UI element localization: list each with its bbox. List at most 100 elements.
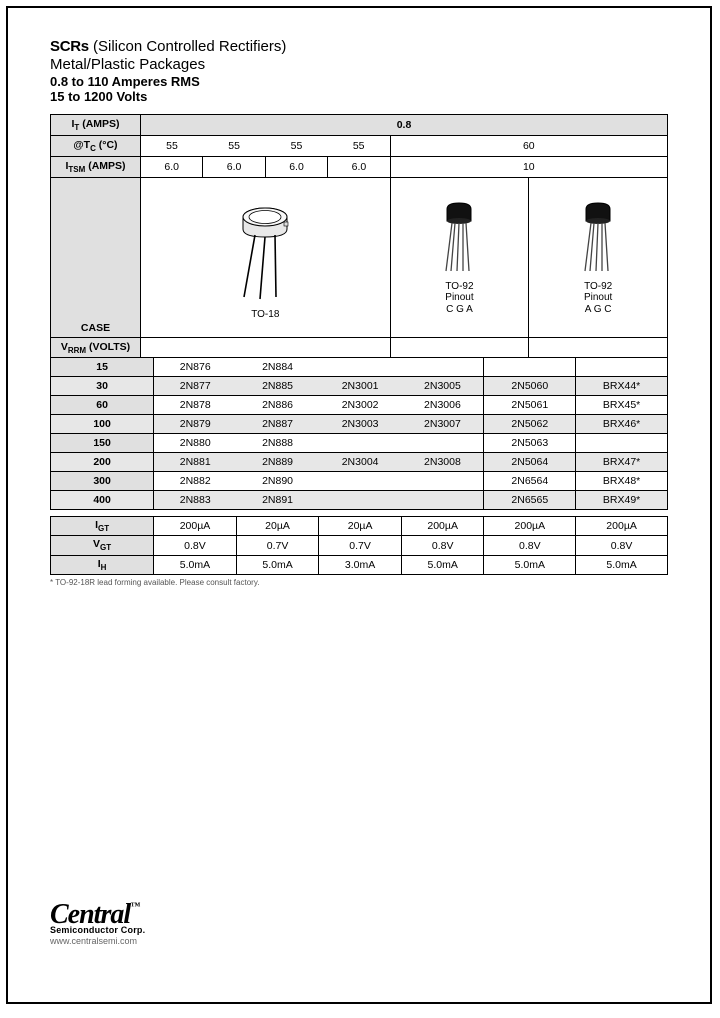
case-to92b-cell: TO-92 Pinout A G C <box>529 178 668 338</box>
part-number-cell: 2N3005 <box>401 377 484 396</box>
case-to18-cell: TO-18 <box>141 178 391 338</box>
part-number-cell: 2N889 <box>236 453 319 472</box>
part-number-cell: 2N885 <box>236 377 319 396</box>
table-row: 1002N8792N8872N30032N30072N5062BRX46* <box>51 415 668 434</box>
vrrm-label: VRRM (VOLTS) <box>51 338 141 359</box>
param-value: 200µA <box>576 517 668 536</box>
part-number-cell: 2N3008 <box>401 453 484 472</box>
part-number-cell: 2N890 <box>236 472 319 491</box>
part-number-cell: 2N886 <box>236 396 319 415</box>
part-number-cell: 2N887 <box>236 415 319 434</box>
vrrm-value: 30 <box>51 377 154 396</box>
table-row: IH5.0mA5.0mA3.0mA5.0mA5.0mA5.0mA <box>51 555 668 574</box>
tc-val-1: 55 <box>203 136 265 157</box>
param-value: 0.8V <box>576 536 668 555</box>
electrical-params-table: IGT200µA20µA20µA200µA200µA200µAVGT0.8V0.… <box>50 516 668 574</box>
part-number-cell: 2N879 <box>154 415 237 434</box>
to92b-l2: Pinout <box>533 292 663 304</box>
param-value: 0.8V <box>154 536 237 555</box>
part-number-cell: BRX48* <box>576 472 668 491</box>
table-row: 302N8772N8852N30012N30052N5060BRX44* <box>51 377 668 396</box>
part-number-cell: 2N5061 <box>484 396 576 415</box>
tc-label: @TC (°C) <box>51 136 141 157</box>
part-number-cell <box>576 358 668 377</box>
to92-package-icon <box>575 201 621 277</box>
company-logo: Central™ Semiconductor Corp. www.central… <box>50 902 145 946</box>
itsm-label: ITSM (AMPS) <box>51 157 141 178</box>
param-value: 0.8V <box>484 536 576 555</box>
table-row: 602N8782N8862N30022N30062N5061BRX45* <box>51 396 668 415</box>
vrrm-value: 400 <box>51 491 154 510</box>
param-value: 5.0mA <box>154 555 237 574</box>
to92b-l3: A G C <box>533 304 663 316</box>
part-number-cell <box>319 434 402 453</box>
to92a-caption: TO-92 Pinout C G A <box>395 281 525 316</box>
vrrm-value: 60 <box>51 396 154 415</box>
part-number-cell <box>319 472 402 491</box>
itsm-val-4: 10 <box>390 157 667 178</box>
vrrm-value: 300 <box>51 472 154 491</box>
tc-val-3: 55 <box>328 136 390 157</box>
to92a-l2: Pinout <box>395 292 525 304</box>
part-number-cell: 2N876 <box>154 358 237 377</box>
part-number-cell <box>319 491 402 510</box>
vrrm-header-row: VRRM (VOLTS) <box>51 338 668 359</box>
part-number-cell <box>401 491 484 510</box>
part-number-cell: BRX49* <box>576 491 668 510</box>
table-row: IGT200µA20µA20µA200µA200µA200µA <box>51 517 668 536</box>
table-row: 2002N8812N8892N30042N30082N5064BRX47* <box>51 453 668 472</box>
tc-val-2: 55 <box>265 136 327 157</box>
vrrm-value: 15 <box>51 358 154 377</box>
part-number-cell: BRX47* <box>576 453 668 472</box>
title-line-2: Metal/Plastic Packages <box>50 56 668 73</box>
footnote: * TO-92-18R lead forming available. Plea… <box>50 578 668 587</box>
to92b-l1: TO-92 <box>533 281 663 293</box>
part-number-cell: 2N888 <box>236 434 319 453</box>
param-value: 3.0mA <box>319 555 402 574</box>
param-value: 5.0mA <box>236 555 319 574</box>
spec-table: IT (AMPS) 0.8 @TC (°C) 55 55 55 55 60 IT… <box>50 114 668 358</box>
vrrm-value: 100 <box>51 415 154 434</box>
part-number-cell <box>319 358 402 377</box>
param-value: 0.7V <box>319 536 402 555</box>
part-number-cell: 2N6564 <box>484 472 576 491</box>
table-row: 3002N8822N8902N6564BRX48* <box>51 472 668 491</box>
case-to92a-cell: TO-92 Pinout C G A <box>390 178 529 338</box>
table-row: 4002N8832N8912N6565BRX49* <box>51 491 668 510</box>
tc-val-4: 60 <box>390 136 667 157</box>
table-row: VGT0.8V0.7V0.7V0.8V0.8V0.8V <box>51 536 668 555</box>
itsm-val-1: 6.0 <box>203 157 265 178</box>
param-value: 200µA <box>154 517 237 536</box>
part-number-cell: 2N5064 <box>484 453 576 472</box>
title-line-1: SCRs (Silicon Controlled Rectifiers) <box>50 38 668 55</box>
case-row: CASE TO-18 <box>51 178 668 338</box>
table-row: 1502N8802N8882N5063 <box>51 434 668 453</box>
title-line-3: 0.8 to 110 Amperes RMS <box>50 74 668 89</box>
itsm-row: ITSM (AMPS) 6.0 6.0 6.0 6.0 10 <box>51 157 668 178</box>
part-number-cell: BRX45* <box>576 396 668 415</box>
to92-package-icon <box>436 201 482 277</box>
param-value: 5.0mA <box>576 555 668 574</box>
case-label: CASE <box>51 178 141 338</box>
it-label: IT (AMPS) <box>51 115 141 136</box>
to18-caption: TO-18 <box>145 309 386 321</box>
title-line-4: 15 to 1200 Volts <box>50 89 668 104</box>
to92b-caption: TO-92 Pinout A G C <box>533 281 663 316</box>
part-number-cell <box>401 434 484 453</box>
logo-url: www.centralsemi.com <box>50 936 145 946</box>
part-number-cell: 2N3002 <box>319 396 402 415</box>
part-number-cell <box>576 434 668 453</box>
param-value: 200µA <box>484 517 576 536</box>
part-number-table: 152N8762N884302N8772N8852N30012N30052N50… <box>50 357 668 510</box>
part-number-cell: 2N878 <box>154 396 237 415</box>
part-number-cell: 2N5063 <box>484 434 576 453</box>
tc-row: @TC (°C) 55 55 55 55 60 <box>51 136 668 157</box>
part-number-cell: 2N884 <box>236 358 319 377</box>
param-label: IGT <box>51 517 154 536</box>
part-number-cell: 2N3003 <box>319 415 402 434</box>
itsm-val-2: 6.0 <box>265 157 327 178</box>
itsm-val-3: 6.0 <box>328 157 390 178</box>
part-number-cell: 2N5062 <box>484 415 576 434</box>
param-value: 0.8V <box>401 536 484 555</box>
param-value: 200µA <box>401 517 484 536</box>
